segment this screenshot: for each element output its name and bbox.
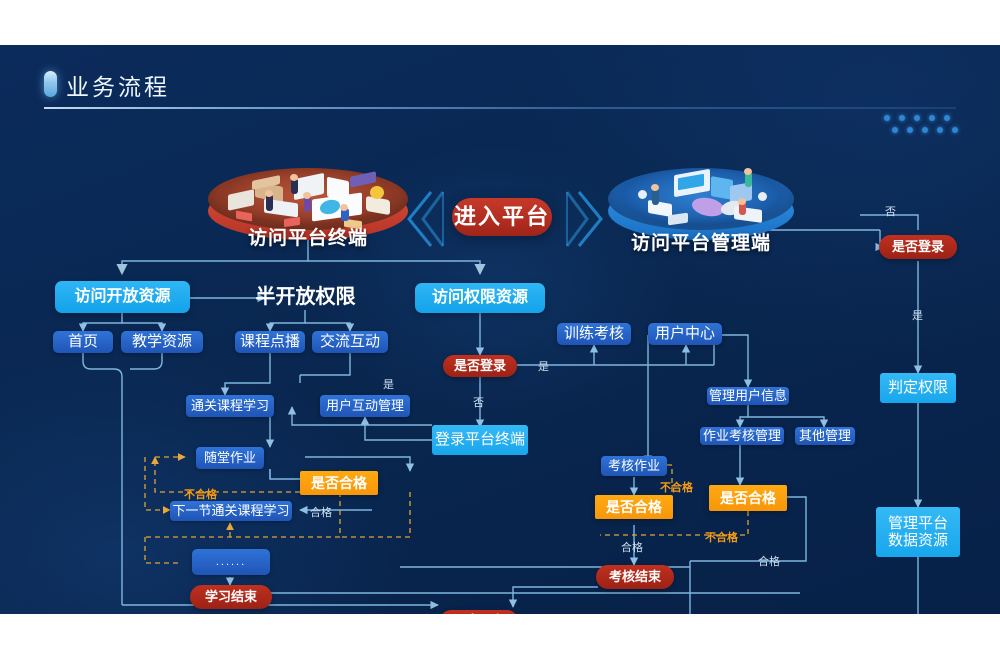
chevron-left-double-icon bbox=[405, 190, 447, 253]
node-user-center[interactable]: 用户中心 bbox=[648, 323, 722, 345]
header-divider bbox=[44, 107, 956, 109]
node-user-interaction-mgmt[interactable]: 用户互动管理 bbox=[320, 395, 410, 417]
node-course-ondemand[interactable]: 课程点播 bbox=[235, 331, 305, 353]
node-exit-platform[interactable]: 退出平台 bbox=[440, 610, 518, 614]
edge-label-yes-mid: 是 bbox=[383, 379, 394, 391]
node-open-resource[interactable]: 访问开放资源 bbox=[55, 281, 190, 313]
edge-label-yes-left: 是 bbox=[538, 361, 549, 373]
node-login-terminal[interactable]: 登录平台终端 bbox=[432, 425, 528, 455]
blue-isometric-platform-icon bbox=[608, 168, 794, 254]
node-assessment-end[interactable]: 考核结束 bbox=[596, 565, 674, 589]
page-title: 业务流程 bbox=[66, 74, 170, 100]
edge-label-fail-2: 不合格 bbox=[660, 482, 693, 494]
pill-marker-icon bbox=[44, 71, 57, 97]
edge-label-pass-1: 合格 bbox=[310, 507, 332, 519]
node-manage-user-info[interactable]: 管理用户信息 bbox=[707, 387, 789, 405]
node-permission-resource[interactable]: 访问权限资源 bbox=[415, 283, 545, 313]
node-judge-permission[interactable]: 判定权限 bbox=[880, 373, 956, 403]
flow-diagram-panel: 业务流程 bbox=[0, 45, 1000, 614]
edge-label-fail-1: 不合格 bbox=[184, 489, 217, 501]
node-next-course-study[interactable]: 下一节通关课程学习 bbox=[170, 501, 292, 521]
edge-label-no-right: 否 bbox=[885, 206, 896, 218]
node-assessment-work[interactable]: 考核作业 bbox=[601, 456, 667, 476]
dashed-connector-lines bbox=[144, 453, 749, 564]
enter-platform-button[interactable]: 进入平台 bbox=[452, 198, 552, 236]
panel-header: 业务流程 bbox=[0, 45, 1000, 133]
hero-left-label: 访问平台终端 bbox=[247, 228, 368, 249]
chevron-right-double-icon bbox=[563, 190, 605, 253]
node-manage-platform-data[interactable]: 管理平台 数据资源 bbox=[876, 507, 960, 557]
node-is-login-left[interactable]: 是否登录 bbox=[443, 355, 517, 377]
node-is-qualified-3[interactable]: 是否合格 bbox=[709, 485, 787, 511]
node-manage-platform-data-line1: 管理平台 bbox=[887, 514, 948, 532]
node-training-assessment[interactable]: 训练考核 bbox=[557, 323, 631, 345]
edge-label-pass-2: 合格 bbox=[621, 542, 643, 554]
node-homepage[interactable]: 首页 bbox=[53, 331, 113, 353]
edge-label-pass-3: 合格 bbox=[758, 556, 780, 568]
node-exchange-interact[interactable]: 交流互动 bbox=[312, 331, 388, 353]
edge-label-fail-3: 不合格 bbox=[705, 532, 738, 544]
node-work-assessment-mgmt[interactable]: 作业考核管理 bbox=[700, 427, 784, 445]
node-manage-platform-data-line2: 数据资源 bbox=[887, 532, 948, 549]
node-is-login-right[interactable]: 是否登录 bbox=[879, 235, 957, 259]
node-is-qualified-1[interactable]: 是否合格 bbox=[300, 471, 378, 495]
hero-right-label: 访问平台管理端 bbox=[630, 233, 771, 254]
edge-label-no-left: 否 bbox=[473, 397, 484, 409]
node-semi-open-permission: 半开放权限 bbox=[255, 285, 356, 308]
node-is-qualified-2[interactable]: 是否合格 bbox=[595, 495, 673, 519]
connector-lines bbox=[78, 214, 923, 614]
node-study-end[interactable]: 学习结束 bbox=[190, 585, 272, 609]
node-ellipsis[interactable]: ...... bbox=[192, 549, 270, 575]
node-pass-course-study[interactable]: 通关课程学习 bbox=[186, 395, 274, 417]
node-teaching-resource[interactable]: 教学资源 bbox=[121, 331, 203, 353]
edge-label-yes-right: 是 bbox=[912, 310, 923, 322]
node-classwork[interactable]: 随堂作业 bbox=[196, 447, 264, 469]
red-isometric-platform-icon bbox=[208, 168, 408, 254]
node-other-mgmt[interactable]: 其他管理 bbox=[795, 427, 855, 445]
